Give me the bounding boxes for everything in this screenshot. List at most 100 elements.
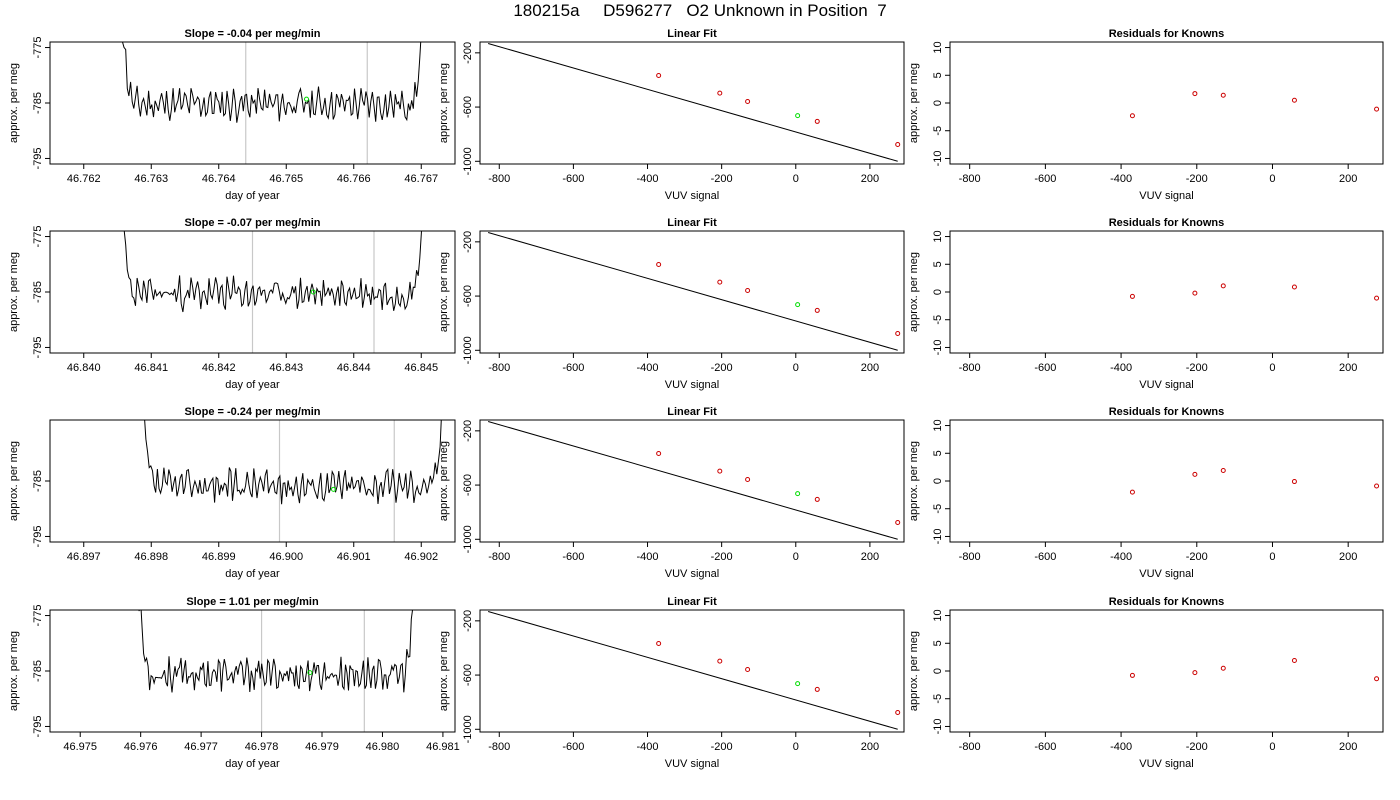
x-tick-label: -600 <box>1034 362 1056 374</box>
x-tick-label: -400 <box>637 741 659 753</box>
y-tick-label: -775 <box>32 37 44 59</box>
x-tick-label: -800 <box>488 741 510 753</box>
unknown-point <box>304 96 309 102</box>
x-tick-label: 0 <box>793 551 799 563</box>
x-tick-label: -400 <box>637 551 659 563</box>
plot-frame <box>479 419 905 543</box>
known-point <box>745 667 751 673</box>
known-point <box>1374 483 1380 489</box>
y-axis-label: approx. per meg <box>8 63 20 143</box>
fit-line <box>488 232 898 351</box>
y-axis-label: approx. per meg <box>438 441 450 521</box>
x-tick-label: 46.897 <box>67 551 101 563</box>
x-tick-label: 46.978 <box>245 741 279 753</box>
plot-area <box>488 421 901 540</box>
x-tick-label: -200 <box>711 173 733 185</box>
plot-frame <box>479 609 905 733</box>
known-point <box>656 72 662 78</box>
plot-area <box>488 611 901 730</box>
panel-3-3: Residuals for Knowns -800 -600 -400 -200 0 200… <box>908 406 1384 580</box>
known-point <box>1220 665 1226 671</box>
y-tick-label: 10 <box>932 609 944 621</box>
panel-title: Residuals for Knowns <box>1109 28 1225 40</box>
plot-frame <box>949 609 1384 733</box>
y-tick-label: -1000 <box>462 525 474 553</box>
x-tick-label: 0 <box>1269 362 1275 374</box>
x-tick-label: 46.840 <box>67 362 101 374</box>
panel-1-3: Residuals for Knowns -800 -600 -400 -200 0 200… <box>908 28 1384 202</box>
panel-title: Slope = -0.07 per meg/min <box>184 217 320 229</box>
plot-frame <box>49 609 456 733</box>
x-tick-label: 46.898 <box>134 551 168 563</box>
y-tick-label: -775 <box>32 226 44 248</box>
x-tick-label: 46.977 <box>184 741 218 753</box>
plot-frame <box>949 230 1384 354</box>
plot-frame <box>49 419 456 543</box>
x-tick-label: 200 <box>1339 362 1357 374</box>
plot-frame <box>479 41 905 165</box>
y-tick-label: 5 <box>932 261 944 267</box>
x-axis-label: day of year <box>225 190 280 202</box>
known-point <box>1192 290 1198 296</box>
x-tick-label: -600 <box>562 551 584 563</box>
plot-frame <box>49 230 456 354</box>
plot-area <box>488 232 901 351</box>
y-axis-label: approx. per meg <box>8 252 20 332</box>
x-tick-label: -200 <box>1186 551 1208 563</box>
known-point <box>1129 113 1135 119</box>
x-tick-label: -800 <box>488 173 510 185</box>
x-tick-label: 46.841 <box>134 362 168 374</box>
x-tick-label: -600 <box>1034 551 1056 563</box>
x-tick-label: 46.842 <box>202 362 236 374</box>
known-point <box>1220 467 1226 473</box>
x-tick-label: 46.976 <box>124 741 158 753</box>
x-axis-label: day of year <box>225 758 280 770</box>
y-tick-label: -200 <box>462 42 474 64</box>
y-axis-label: approx. per meg <box>438 252 450 332</box>
plot-area <box>488 43 901 162</box>
y-tick-label: 10 <box>932 230 944 242</box>
x-tick-label: -800 <box>959 551 981 563</box>
y-tick-label: -600 <box>462 96 474 118</box>
panel-title: Slope = -0.24 per meg/min <box>184 406 320 418</box>
x-tick-label: 46.902 <box>404 551 438 563</box>
plot-frame <box>479 230 905 354</box>
y-tick-label: -795 <box>32 336 44 358</box>
known-point <box>1374 295 1380 301</box>
panel-2-2: Linear Fit -800 -600 -400 -200 0 200 -200 -600 -1… <box>438 217 905 391</box>
known-point <box>717 658 723 664</box>
known-point <box>745 99 751 105</box>
x-tick-label: -800 <box>959 362 981 374</box>
x-tick-label: -800 <box>488 551 510 563</box>
x-tick-label: 0 <box>793 741 799 753</box>
y-tick-label: -600 <box>462 474 474 496</box>
y-axis-label: approx. per meg <box>908 63 920 143</box>
x-tick-label: 46.765 <box>269 173 303 185</box>
y-tick-label: 5 <box>932 72 944 78</box>
known-point <box>717 90 723 96</box>
x-tick-label: 46.900 <box>269 551 303 563</box>
panel-title: Slope = 1.01 per meg/min <box>186 596 319 608</box>
known-point <box>895 519 901 525</box>
plot-area <box>138 610 414 732</box>
plot-area <box>1129 657 1380 682</box>
fit-line <box>488 421 898 540</box>
x-tick-label: -400 <box>637 173 659 185</box>
known-point <box>745 288 751 294</box>
panel-title: Residuals for Knowns <box>1109 406 1225 418</box>
known-point <box>1374 106 1380 112</box>
known-point <box>895 141 901 147</box>
panel-title: Linear Fit <box>667 406 717 418</box>
panel-1-1: Slope = -0.04 per meg/min 46.762 46.763 46.… <box>8 28 456 202</box>
panel-4-2: Linear Fit -800 -600 -400 -200 0 200 -200 -600 -1… <box>438 596 905 770</box>
y-tick-label: -785 <box>32 470 44 492</box>
unknown-point <box>331 486 336 492</box>
y-tick-label: -1000 <box>462 147 474 175</box>
y-axis-label: approx. per meg <box>908 441 920 521</box>
y-tick-label: -795 <box>32 525 44 547</box>
x-tick-label: 46.979 <box>305 741 339 753</box>
known-point <box>1291 284 1297 290</box>
y-tick-label: -10 <box>932 340 944 356</box>
y-tick-label: -795 <box>32 147 44 169</box>
